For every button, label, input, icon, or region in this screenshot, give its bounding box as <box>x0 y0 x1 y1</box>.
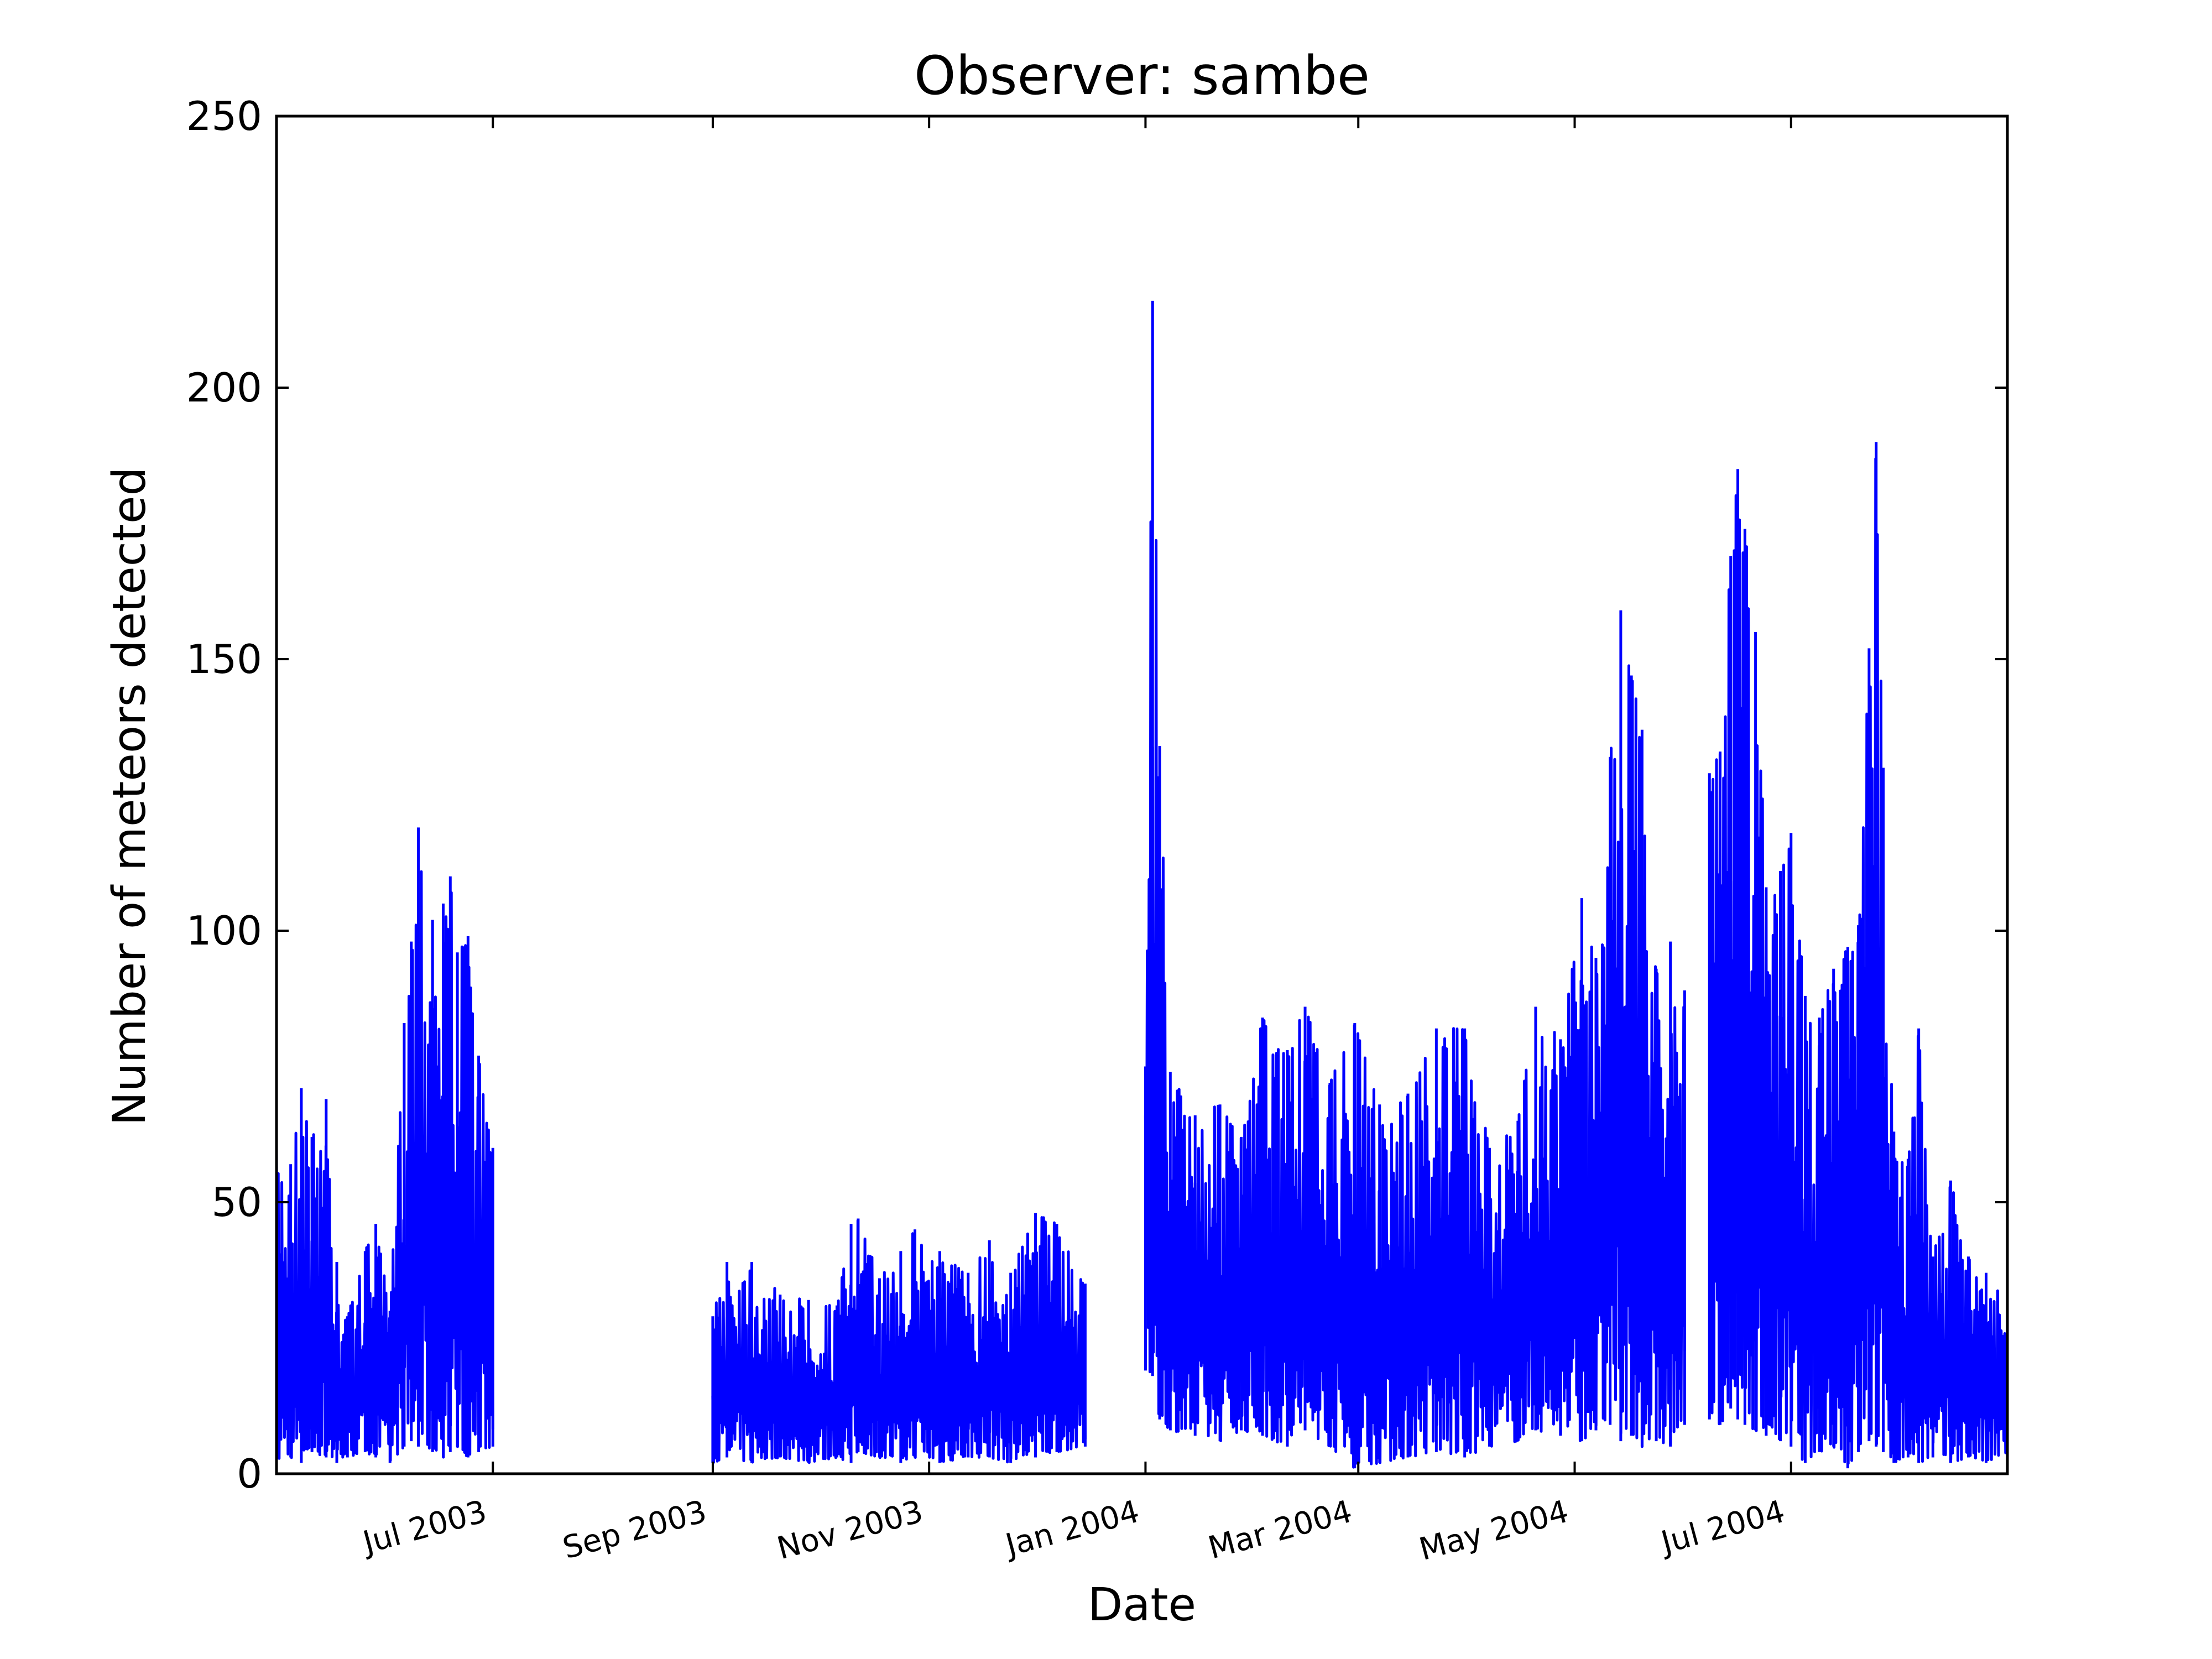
x-axis-label: Date <box>1088 1579 1196 1631</box>
y-tick-label: 150 <box>186 636 262 682</box>
y-tick-label: 200 <box>186 364 262 411</box>
y-tick-label: 100 <box>186 907 262 954</box>
y-axis: 0 50 100 150 200 250 <box>186 93 2007 1497</box>
series-layer <box>275 300 2009 1469</box>
y-axis-label: Number of meteors detected <box>103 467 156 1125</box>
series-line-segment-2 <box>711 1216 1087 1464</box>
y-tick-label: 50 <box>211 1179 262 1225</box>
plot-frame <box>275 114 2009 1475</box>
chart-title: Observer: sambe <box>914 45 1370 107</box>
y-tick-label: 250 <box>186 93 262 139</box>
y-tick-label: 0 <box>237 1451 262 1497</box>
